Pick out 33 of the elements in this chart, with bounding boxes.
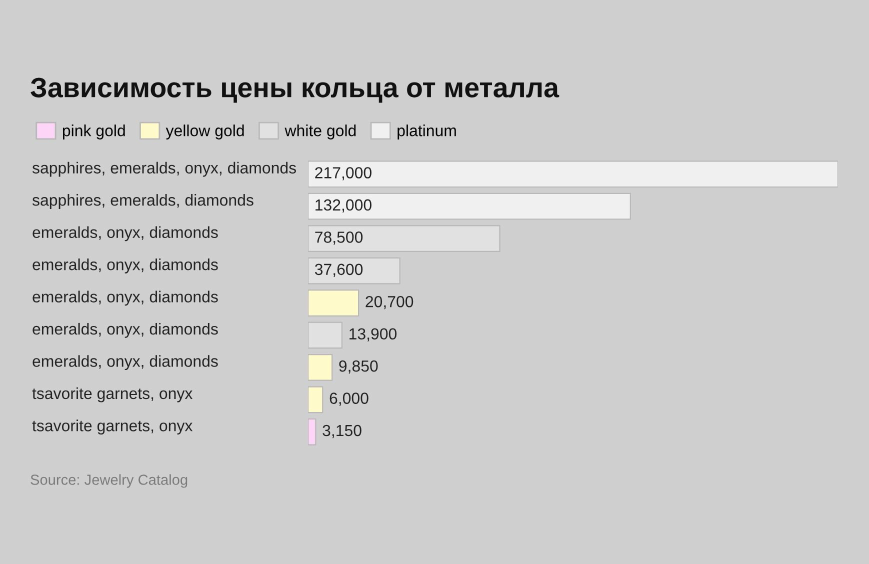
legend-label: white gold (284, 124, 356, 140)
y-tick-label: sapphires, emeralds, onyx, diamonds (32, 162, 296, 177)
bar (308, 386, 324, 414)
legend-label: platinum (398, 124, 456, 140)
data-label: 6,000 (330, 392, 368, 406)
data-label: 20,700 (366, 296, 414, 310)
bar (308, 354, 333, 381)
y-tick-label: emeralds, onyx, diamonds (32, 226, 218, 242)
data-label: 3,150 (322, 424, 362, 438)
y-tick-label: emeralds, onyx, diamonds (32, 322, 218, 338)
y-tick-label: emeralds, onyx, diamonds (32, 355, 218, 370)
bar (308, 418, 316, 446)
y-tick-label: tsavorite garnets, onyx (32, 420, 193, 434)
data-label: 37,600 (314, 264, 363, 277)
data-label: 217,000 (315, 167, 372, 180)
y-tick-label: emeralds, onyx, diamonds (32, 290, 218, 306)
bar (308, 192, 631, 220)
bar (308, 160, 838, 188)
data-label: 9,850 (339, 360, 378, 374)
y-tick-label: emeralds, onyx, diamonds (32, 258, 218, 274)
bar (308, 290, 360, 316)
y-tick-label: tsavorite garnets, onyx (32, 387, 193, 402)
source-note: Source: Jewelry Catalog (30, 474, 188, 488)
bar (308, 322, 343, 349)
data-label: 132,000 (316, 199, 372, 213)
bar (308, 225, 500, 252)
data-label: 78,500 (315, 232, 363, 245)
data-label: 13,900 (350, 328, 397, 342)
chart-title: Зависимость цены кольца от металла (30, 78, 560, 103)
y-tick-label: sapphires, emeralds, diamonds (32, 194, 254, 209)
bar (308, 257, 400, 284)
legend-label: yellow gold (166, 124, 244, 140)
legend-label: pink gold (62, 124, 125, 140)
